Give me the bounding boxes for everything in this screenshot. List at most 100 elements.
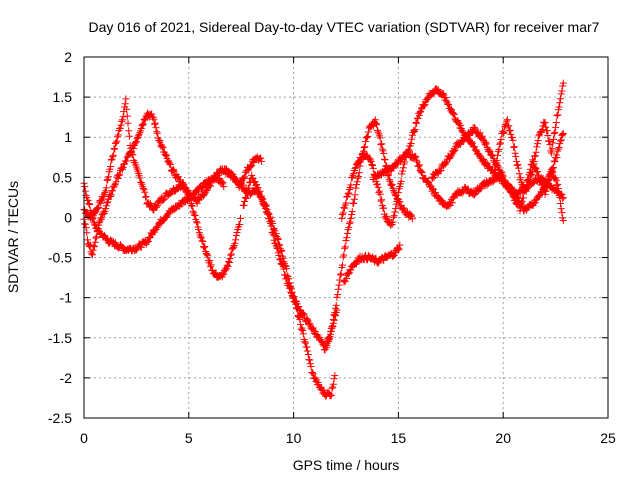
data-point <box>85 200 93 208</box>
data-point <box>329 380 337 388</box>
data-point <box>348 173 356 181</box>
data-point <box>97 196 105 204</box>
data-point <box>398 170 406 178</box>
data-point <box>559 217 567 225</box>
data-point <box>524 175 532 183</box>
data-point <box>134 134 142 142</box>
data-point <box>193 199 201 207</box>
data-point <box>554 180 562 188</box>
data-point <box>415 162 423 170</box>
data-point <box>107 163 115 171</box>
data-point <box>552 119 560 127</box>
data-point <box>207 261 215 269</box>
data-point <box>548 167 556 175</box>
data-point <box>331 372 339 380</box>
data-point <box>142 193 150 201</box>
data-point <box>97 214 105 222</box>
data-point <box>366 156 374 164</box>
data-point <box>449 109 457 117</box>
data-point <box>447 198 455 206</box>
data-point <box>496 140 504 148</box>
data-point <box>546 172 554 180</box>
data-point <box>123 112 131 120</box>
data-point <box>411 126 419 134</box>
data-point <box>369 164 377 172</box>
data-point <box>257 154 265 162</box>
data-point <box>153 224 161 232</box>
data-point <box>328 384 336 392</box>
data-point <box>150 115 158 123</box>
data-point <box>317 336 325 344</box>
x-axis-label: GPS time / hours <box>293 457 400 473</box>
data-point <box>343 275 351 283</box>
data-point <box>555 144 563 152</box>
data-point <box>551 158 559 166</box>
data-point <box>549 168 557 176</box>
data-point <box>245 184 253 192</box>
x-tick-label: 15 <box>391 430 407 446</box>
data-point <box>503 117 511 125</box>
data-point <box>91 238 99 246</box>
data-point <box>139 121 147 129</box>
data-point <box>533 140 541 148</box>
data-point <box>526 168 534 176</box>
data-point <box>350 195 358 203</box>
data-point <box>542 123 550 131</box>
data-point <box>559 79 567 87</box>
data-point <box>390 212 398 220</box>
data-point <box>367 158 375 166</box>
data-point <box>90 243 98 251</box>
data-point <box>128 149 136 157</box>
data-point <box>230 243 238 251</box>
data-point <box>92 234 100 242</box>
data-point <box>535 172 543 180</box>
data-point <box>285 280 293 288</box>
data-point <box>123 157 131 165</box>
data-point <box>500 176 508 184</box>
data-point <box>355 169 363 177</box>
data-point <box>256 187 264 195</box>
data-point <box>292 300 300 308</box>
data-point <box>329 323 337 331</box>
plot-frame <box>83 56 609 419</box>
data-point <box>553 154 561 162</box>
data-point <box>278 261 286 269</box>
data-point <box>459 137 467 145</box>
data-point <box>496 139 504 147</box>
data-point <box>549 139 557 147</box>
data-point <box>341 204 349 212</box>
data-point <box>376 187 384 195</box>
data-point <box>130 144 138 152</box>
data-point <box>341 243 349 251</box>
data-point <box>183 186 191 194</box>
data-point <box>373 121 381 129</box>
data-point <box>559 82 567 90</box>
data-point <box>273 233 281 241</box>
data-point <box>553 112 561 120</box>
data-point <box>94 227 102 235</box>
data-point <box>389 253 397 261</box>
data-point <box>309 370 317 378</box>
data-point <box>510 143 518 151</box>
data-point <box>455 120 463 128</box>
data-point <box>107 156 115 164</box>
data-point <box>219 178 227 186</box>
data-point <box>407 211 415 219</box>
data-point <box>482 140 490 148</box>
data-point <box>225 259 233 267</box>
data-point <box>378 140 386 148</box>
data-point <box>117 121 125 129</box>
data-point <box>451 146 459 154</box>
data-point <box>137 243 145 251</box>
data-point <box>109 187 117 195</box>
data-point <box>434 86 442 94</box>
data-point <box>376 134 384 142</box>
data-point <box>355 172 363 180</box>
data-point <box>203 186 211 194</box>
data-point <box>304 351 312 359</box>
data-point <box>224 262 232 270</box>
data-point <box>88 215 96 223</box>
data-point <box>125 132 133 140</box>
data-point <box>544 132 552 140</box>
data-point <box>158 143 166 151</box>
